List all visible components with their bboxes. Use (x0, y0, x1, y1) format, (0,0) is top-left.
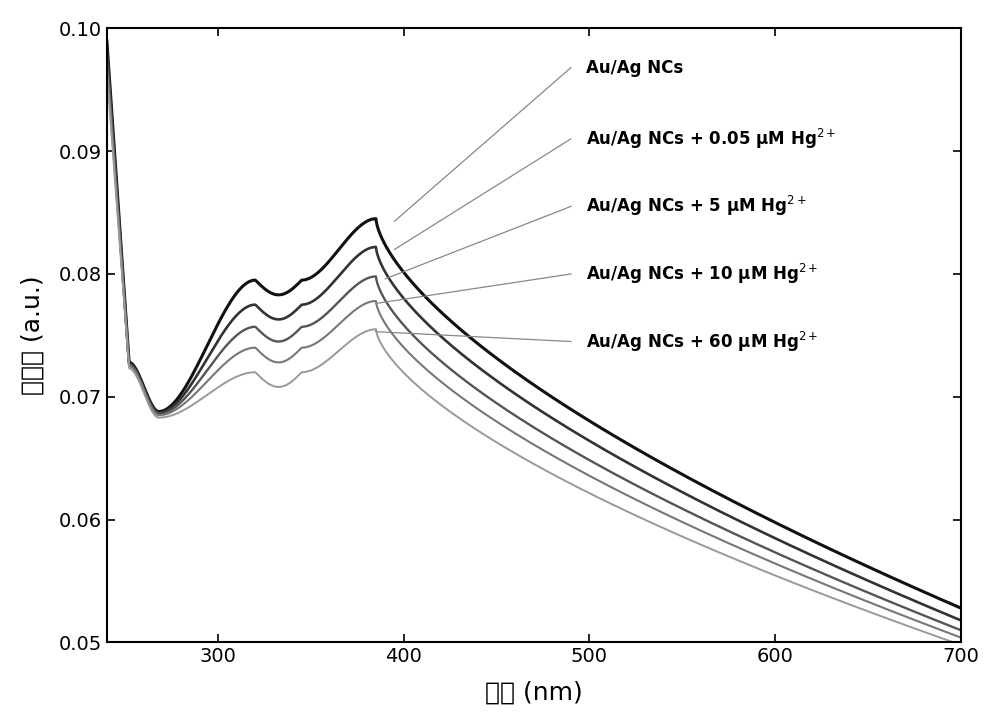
Text: Au/Ag NCs: Au/Ag NCs (586, 59, 683, 77)
Text: Au/Ag NCs + 0.05 μM Hg$^{2+}$: Au/Ag NCs + 0.05 μM Hg$^{2+}$ (586, 127, 836, 151)
Text: Au/Ag NCs + 10 μM Hg$^{2+}$: Au/Ag NCs + 10 μM Hg$^{2+}$ (586, 262, 818, 286)
Text: Au/Ag NCs + 60 μM Hg$^{2+}$: Au/Ag NCs + 60 μM Hg$^{2+}$ (586, 329, 818, 354)
Y-axis label: 吸光度 (a.u.): 吸光度 (a.u.) (21, 276, 45, 395)
Text: Au/Ag NCs + 5 μM Hg$^{2+}$: Au/Ag NCs + 5 μM Hg$^{2+}$ (586, 194, 807, 218)
X-axis label: 波长 (nm): 波长 (nm) (485, 680, 583, 704)
